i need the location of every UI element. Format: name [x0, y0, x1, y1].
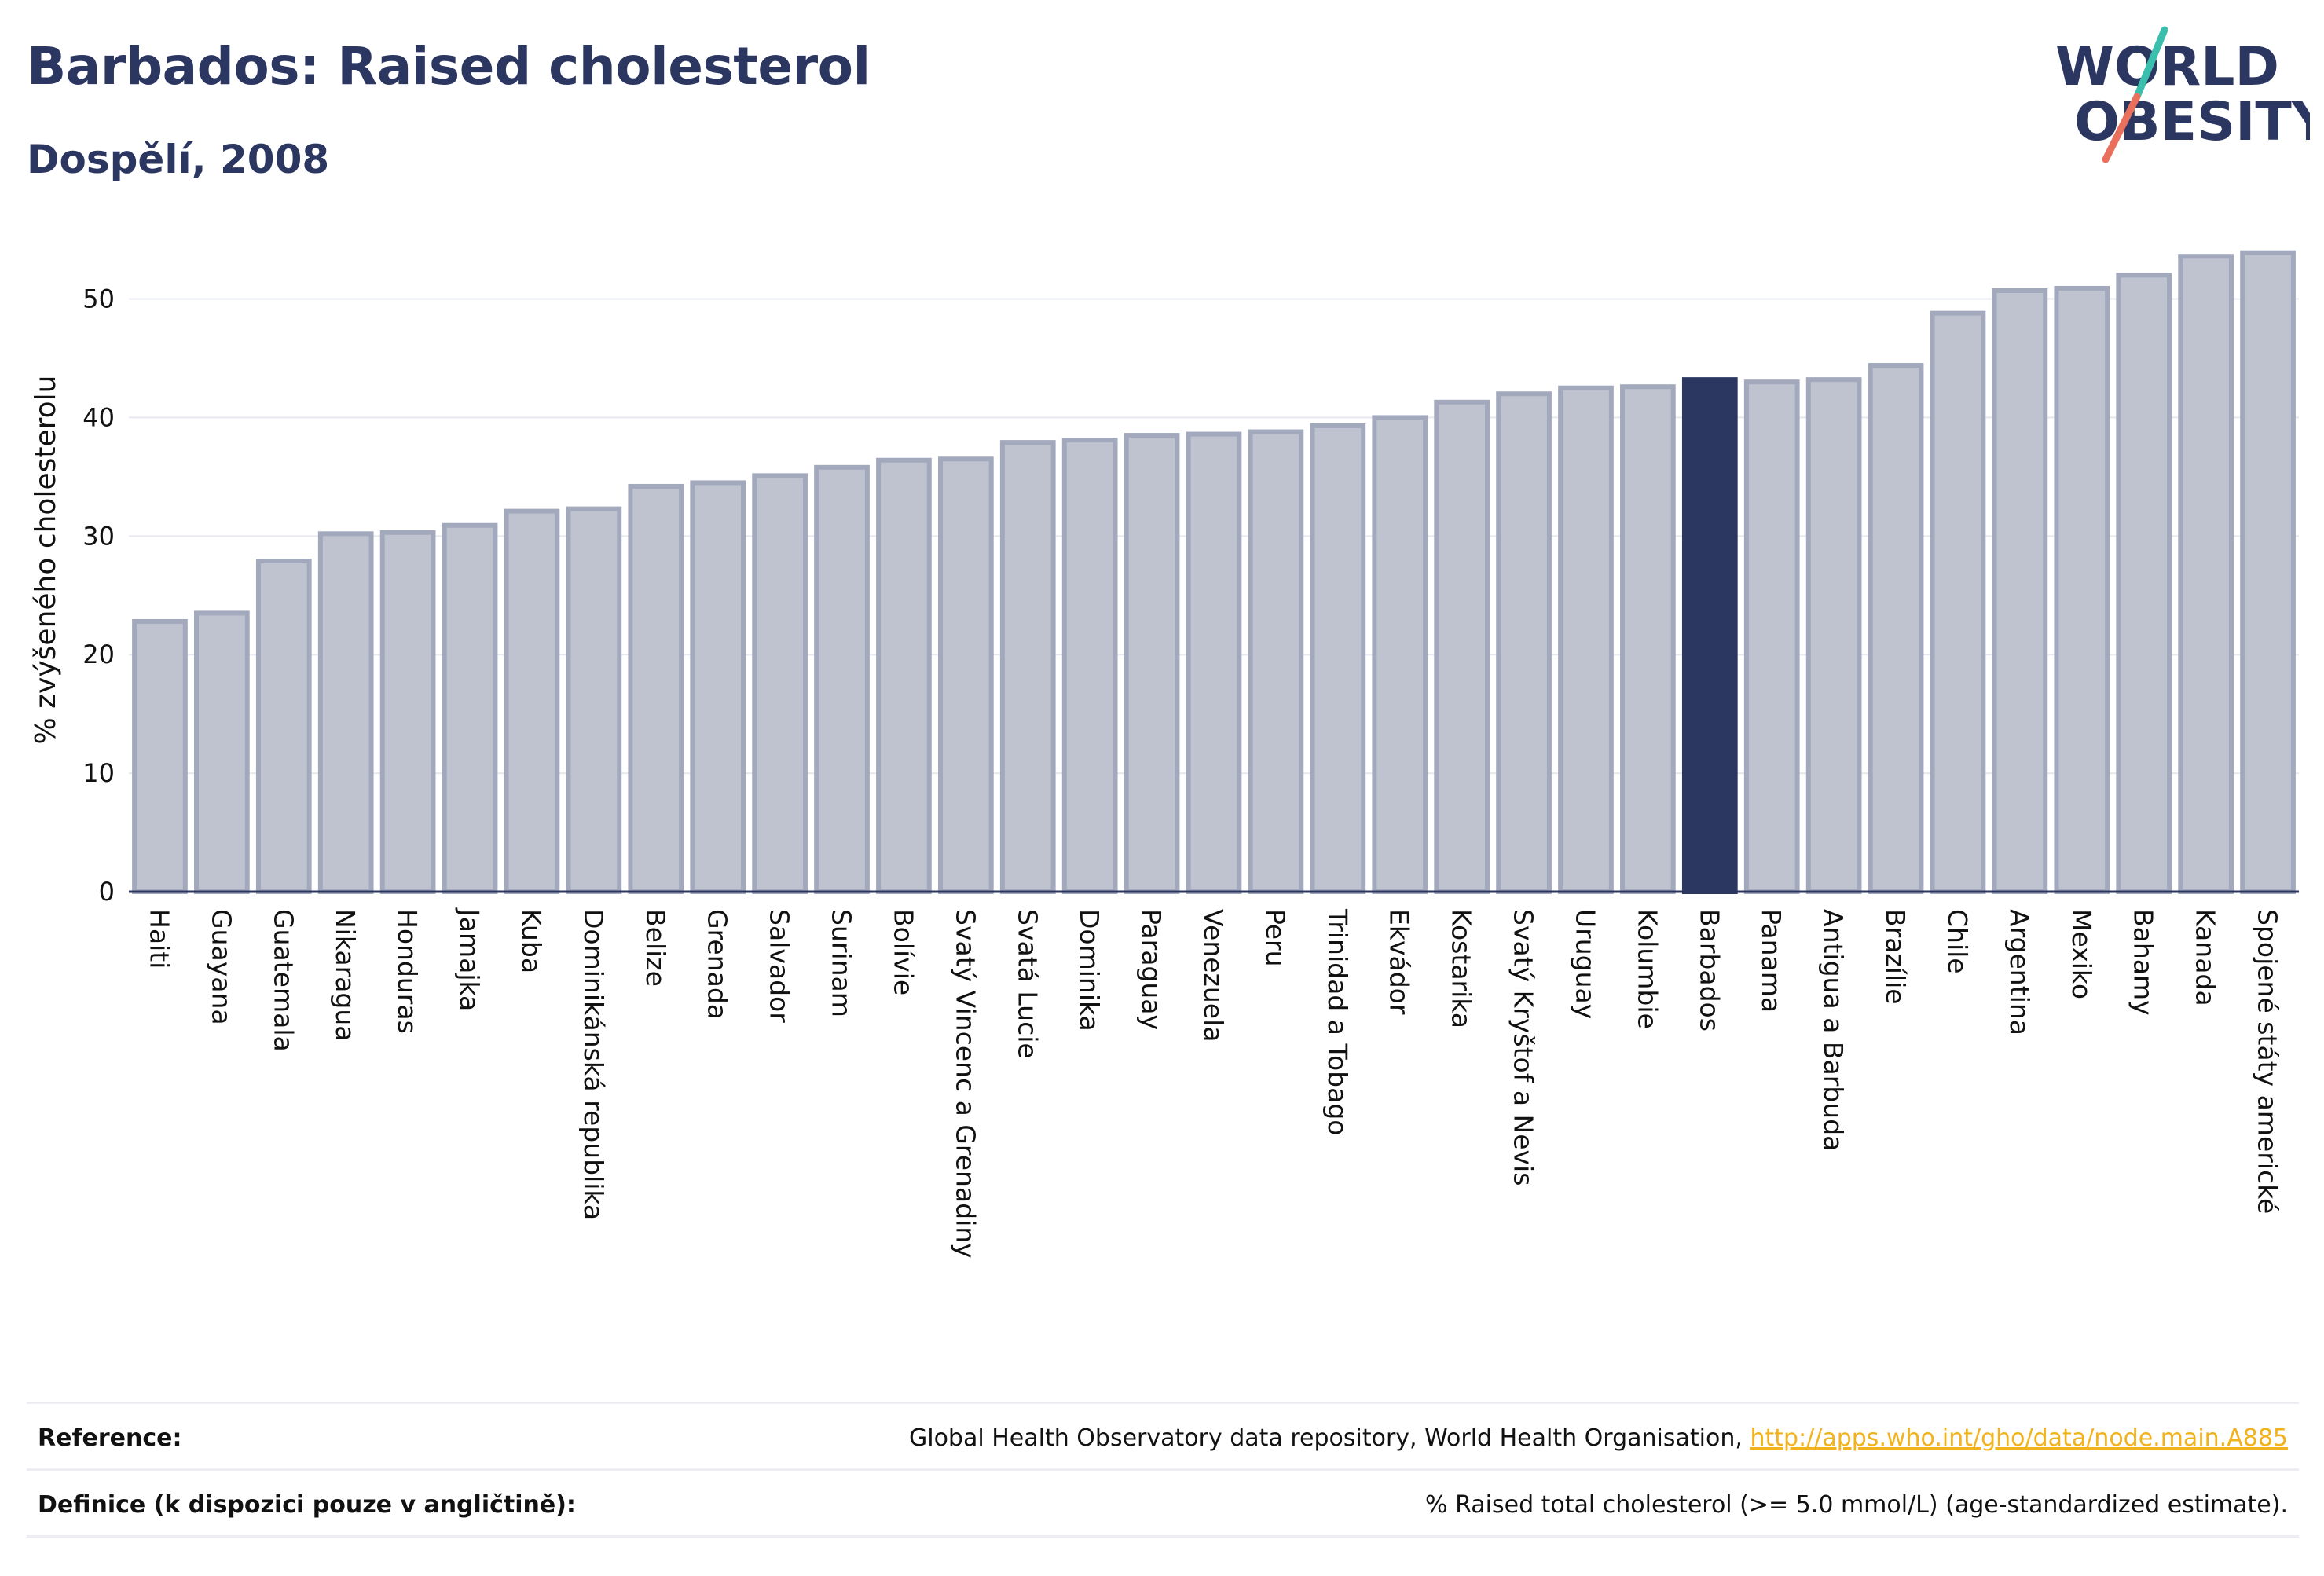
x-tick-label: Salvador: [764, 909, 795, 1023]
y-tick-label: 40: [82, 402, 115, 432]
bars: [132, 250, 2296, 895]
bar-peru[interactable]: [1248, 429, 1304, 894]
bar-svatá-lucie[interactable]: [999, 440, 1056, 894]
x-tick-label: Haiti: [144, 909, 174, 969]
bar-bolívie[interactable]: [876, 457, 932, 894]
bar-uruguay[interactable]: [1558, 385, 1614, 894]
bar-honduras[interactable]: [379, 530, 436, 894]
x-tick-label: Barbados: [1694, 909, 1725, 1032]
x-tick-label: Nikaragua: [330, 909, 361, 1041]
x-tick-label: Panama: [1756, 909, 1787, 1013]
x-tick-label: Bahamy: [2128, 909, 2159, 1016]
x-tick-label: Kolumbie: [1632, 909, 1662, 1029]
bar-chart: 0 10 20 30 40 50 Haiti Guayana Guatemala Nikarag…: [30, 250, 2299, 1259]
x-tick-label: Dominika: [1074, 909, 1105, 1032]
reference-text: Global Health Observatory data repositor…: [909, 1424, 1743, 1452]
x-tick-label: Belize: [640, 909, 671, 987]
bar-antigua-a-barbuda[interactable]: [1805, 377, 1862, 894]
x-tick-label: Svatý Vincenc a Grenadiny: [950, 909, 981, 1259]
bar-spojené-státy-americké[interactable]: [2240, 250, 2296, 894]
y-tick-label: 10: [82, 758, 115, 788]
bar-nikaragua[interactable]: [317, 531, 374, 895]
bar-salvador[interactable]: [752, 473, 808, 894]
bar-surinam[interactable]: [814, 464, 870, 894]
y-axis-ticks: 0 10 20 30 40 50: [82, 284, 115, 907]
bar-paraguay[interactable]: [1124, 433, 1180, 894]
x-tick-label: Peru: [1260, 909, 1291, 967]
x-tick-label: Argentina: [2004, 909, 2035, 1035]
x-axis-labels: Haiti Guayana Guatemala Nikaragua Honduras Ja…: [144, 907, 2282, 1259]
x-tick-label: Jamajka: [454, 907, 485, 1011]
logo-line1: WORLD: [2055, 36, 2279, 98]
bar-guayana[interactable]: [194, 610, 250, 894]
x-tick-label: Grenada: [702, 909, 733, 1020]
x-tick-label: Kostarika: [1446, 909, 1477, 1028]
definition-label: Definice (k dispozici pouze v angličtině…: [38, 1491, 576, 1519]
x-tick-label: Kuba: [516, 909, 547, 973]
x-tick-label: Antigua a Barbuda: [1818, 909, 1849, 1151]
x-tick-label: Bolívie: [888, 909, 918, 995]
bar-venezuela[interactable]: [1186, 431, 1242, 894]
x-tick-label: Trinidad a Tobago: [1322, 908, 1353, 1136]
bar-guatemala[interactable]: [255, 559, 312, 894]
definition-text: % Raised total cholesterol (>= 5.0 mmol/…: [1425, 1491, 2288, 1519]
x-tick-label: Dominikánská republika: [578, 909, 609, 1220]
x-tick-label: Venezuela: [1198, 909, 1229, 1042]
bar-ekvádor[interactable]: [1372, 415, 1428, 894]
bar-grenada[interactable]: [690, 480, 746, 894]
bar-kostarika[interactable]: [1434, 399, 1490, 894]
bar-svatý-vincenc-a-grenadiny[interactable]: [937, 456, 994, 894]
chart-subtitle: Dospělí, 2008: [27, 137, 330, 182]
bar-dominika[interactable]: [1061, 438, 1118, 894]
y-tick-label: 30: [82, 521, 115, 551]
x-tick-label: Brazílie: [1880, 909, 1911, 1005]
bar-belize[interactable]: [628, 483, 684, 894]
bar-argentina[interactable]: [1992, 288, 2048, 894]
bar-barbados[interactable]: [1681, 377, 1738, 894]
x-tick-label: Svatý Kryštof a Nevis: [1508, 909, 1539, 1186]
y-tick-label: 20: [82, 640, 115, 669]
x-tick-label: Guayana: [206, 909, 236, 1025]
reference-link[interactable]: http://apps.who.int/gho/data/node.main.A…: [1750, 1424, 2288, 1452]
x-tick-label: Surinam: [827, 909, 857, 1017]
definition-row: Definice (k dispozici pouze v angličtině…: [27, 1468, 2299, 1538]
x-tick-label: Mexiko: [2066, 909, 2097, 999]
x-tick-label: Uruguay: [1570, 909, 1600, 1019]
x-tick-label: Paraguay: [1136, 909, 1167, 1030]
bar-jamajka[interactable]: [442, 522, 498, 895]
chart-title: Barbados: Raised cholesterol: [27, 36, 871, 97]
bar-haiti[interactable]: [132, 618, 188, 894]
bar-chile[interactable]: [1930, 310, 1986, 894]
bar-svatý-kryštof-a-nevis[interactable]: [1496, 391, 1552, 894]
x-tick-label: Honduras: [392, 909, 423, 1034]
bar-kolumbie[interactable]: [1620, 384, 1676, 895]
reference-row: Reference: Global Health Observatory dat…: [27, 1402, 2299, 1468]
reference-value: Global Health Observatory data repositor…: [909, 1424, 2288, 1452]
bar-kuba[interactable]: [504, 508, 560, 894]
bar-panama[interactable]: [1743, 379, 1800, 894]
x-tick-label: Ekvádor: [1384, 909, 1415, 1015]
world-obesity-logo: WORLD OBESITY: [2055, 26, 2310, 163]
x-tick-label: Svatá Lucie: [1012, 909, 1043, 1059]
bar-bahamy[interactable]: [2116, 273, 2172, 895]
bar-dominikánská-republika[interactable]: [566, 506, 622, 895]
footer: Reference: Global Health Observatory dat…: [27, 1402, 2299, 1538]
bar-mexiko[interactable]: [2054, 285, 2110, 894]
reference-label: Reference:: [38, 1424, 182, 1452]
y-axis-label: % zvýšeného cholesterolu: [30, 376, 62, 745]
y-tick-label: 0: [99, 877, 115, 907]
x-tick-label: Kanada: [2190, 909, 2221, 1006]
x-tick-label: Spojené státy americké: [2253, 909, 2283, 1214]
bar-trinidad-a-tobago[interactable]: [1310, 423, 1366, 894]
bar-kanada[interactable]: [2178, 254, 2234, 894]
x-tick-label: Chile: [1942, 909, 1973, 974]
x-tick-label: Guatemala: [268, 909, 299, 1052]
bar-brazílie[interactable]: [1868, 363, 1924, 894]
y-tick-label: 50: [82, 284, 115, 314]
